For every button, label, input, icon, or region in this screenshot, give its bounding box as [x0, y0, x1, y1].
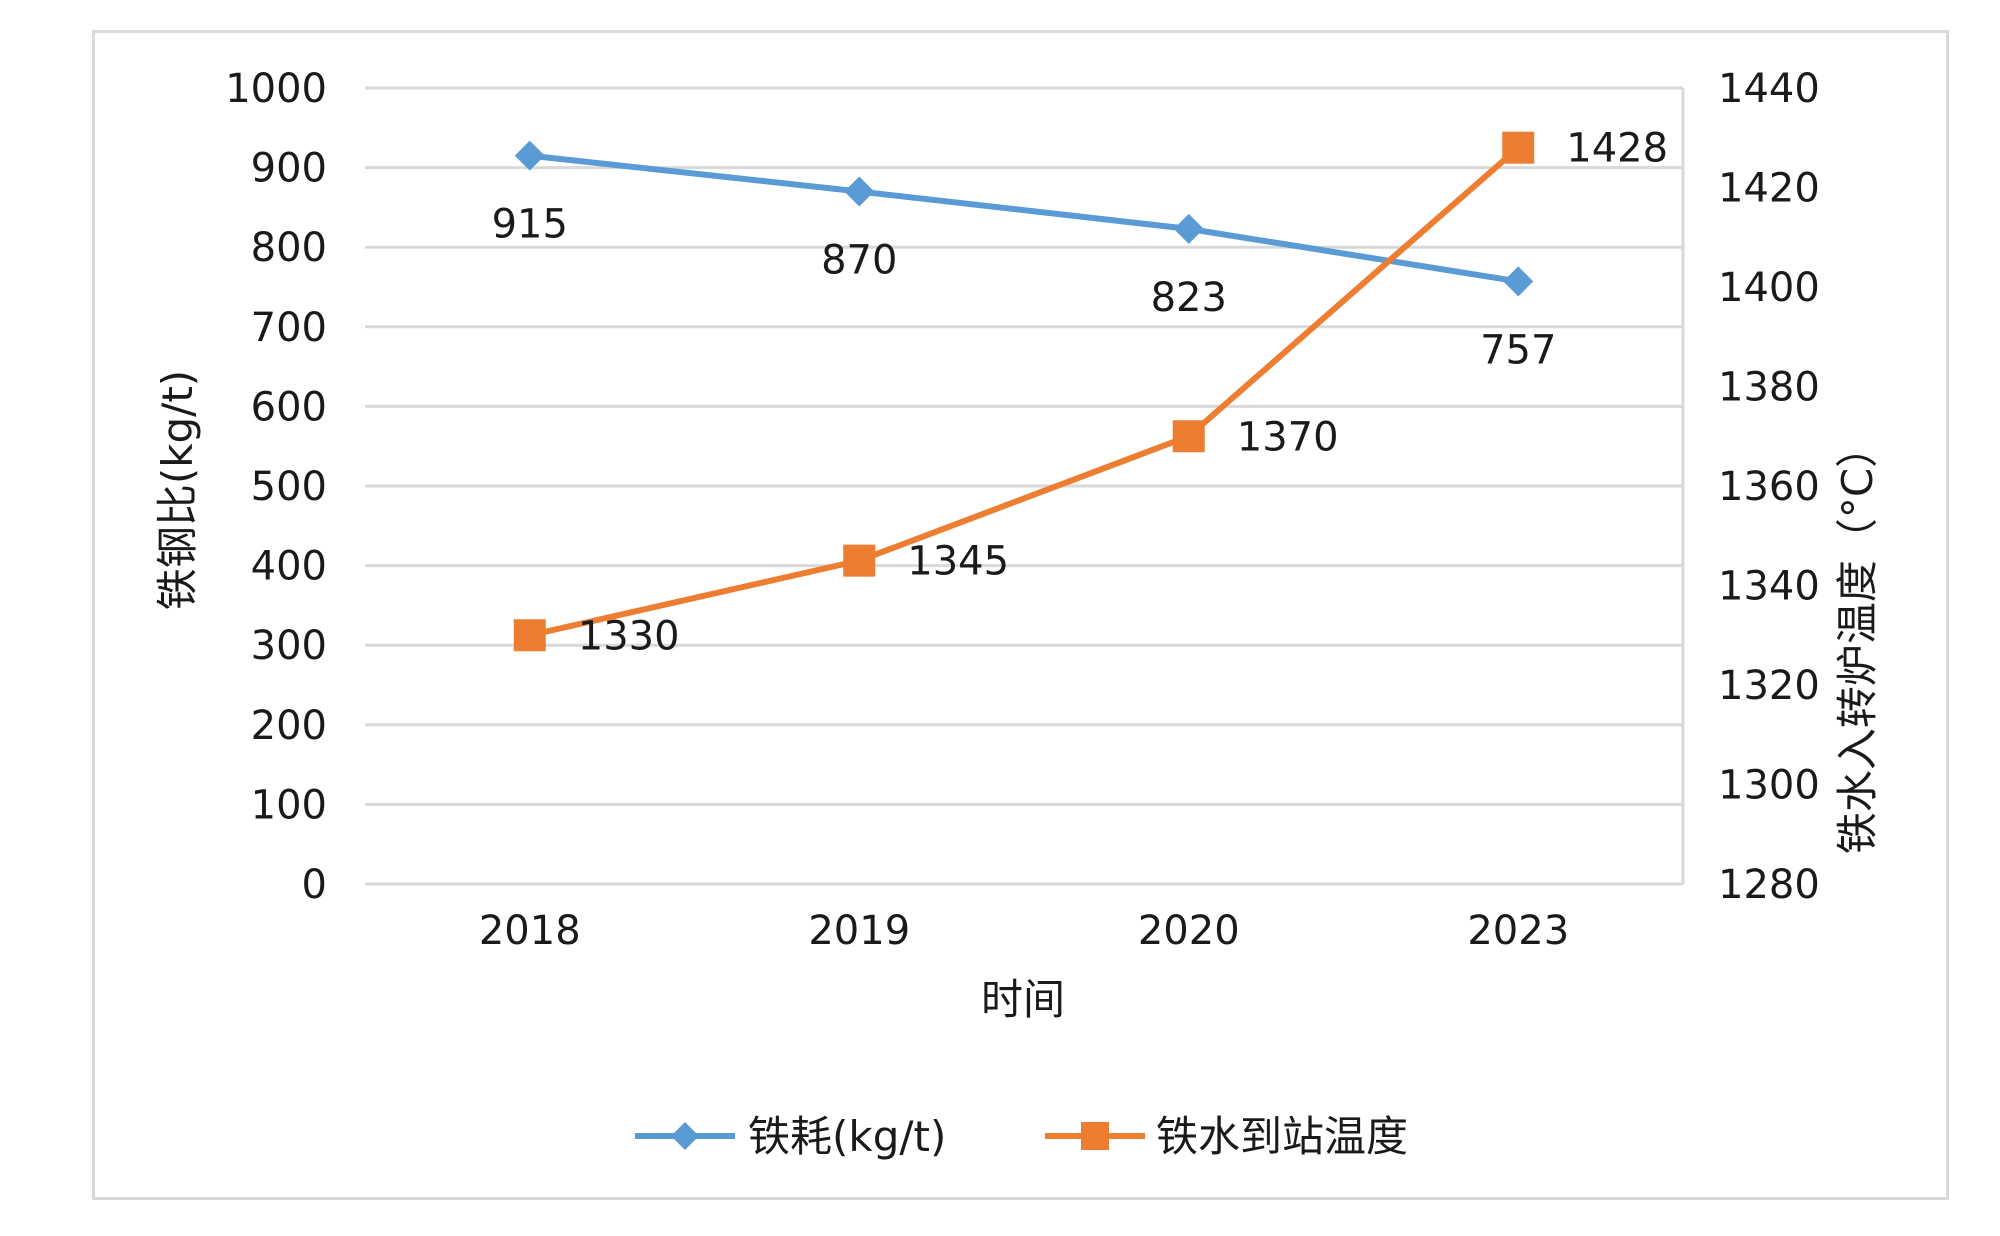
- left-tick-label: 300: [251, 623, 327, 669]
- right-tick-label: 1280: [1718, 862, 1820, 908]
- right-tick-label: 1360: [1718, 464, 1820, 510]
- series-2-point: [513, 619, 546, 652]
- left-tick-label: 700: [251, 305, 327, 351]
- legend-item-1: 铁耗(kg/t): [635, 1112, 946, 1161]
- left-tick-label: 400: [251, 544, 327, 590]
- x-tick-label: 2020: [1138, 908, 1240, 954]
- left-y-axis-title: 铁钢比(kg/t): [153, 370, 202, 610]
- legend-label: 铁耗(kg/t): [748, 1112, 946, 1161]
- right-tick-label: 1420: [1718, 166, 1820, 212]
- x-tick-label: 2019: [808, 908, 910, 954]
- left-y-axis-ticks: 0 100 200 300 400 500 600 700 800 900 1000: [225, 66, 327, 908]
- series-2-data-label: 1428: [1566, 126, 1668, 172]
- left-tick-label: 500: [251, 464, 327, 510]
- series-2-point: [1502, 131, 1535, 164]
- right-tick-label: 1300: [1718, 763, 1820, 809]
- series-1: 915 870 823 757: [492, 140, 1556, 373]
- series-1-line: [529, 152, 1519, 285]
- left-tick-label: 1000: [225, 66, 327, 112]
- series-1-point: [514, 140, 545, 171]
- series-2: 1330 1345 1370 1428: [513, 126, 1668, 659]
- series-1-data-label: 915: [492, 202, 568, 248]
- series-1-point: [1503, 266, 1534, 297]
- series-2-line: [529, 145, 1521, 639]
- left-tick-label: 100: [251, 782, 327, 828]
- series-2-data-label: 1330: [578, 613, 680, 659]
- series-1-data-label: 823: [1151, 275, 1227, 321]
- series-1-point: [844, 176, 875, 207]
- series-2-data-label: 1345: [907, 539, 1009, 585]
- legend-marker: [671, 1122, 699, 1150]
- gridlines: [365, 86, 1683, 806]
- x-tick-label: 2018: [479, 908, 581, 954]
- legend: 铁耗(kg/t) 铁水到站温度: [635, 1112, 1408, 1161]
- series-1-data-label: 870: [821, 237, 897, 283]
- legend-label: 铁水到站温度: [1156, 1112, 1408, 1161]
- series-1-data-label: 757: [1480, 327, 1556, 373]
- chart-frame: [92, 30, 1949, 1200]
- x-tick-label: 2023: [1467, 908, 1569, 954]
- left-tick-label: 0: [302, 862, 327, 908]
- x-axis-title: 时间: [981, 975, 1065, 1024]
- left-tick-label: 900: [251, 146, 327, 192]
- right-y-axis-title: 铁水入转炉温度（°C）: [1833, 426, 1882, 854]
- right-y-axis-ticks: 1280 1300 1320 1340 1360 1380 1400 1420 1440: [1718, 66, 1820, 908]
- series-layer: 915 870 823 757 1330 1345 1370 1428: [492, 126, 1668, 660]
- right-tick-label: 1440: [1718, 66, 1820, 112]
- right-tick-label: 1400: [1718, 265, 1820, 311]
- series-1-point: [1173, 213, 1204, 244]
- legend-marker: [1081, 1122, 1109, 1150]
- right-tick-label: 1340: [1718, 564, 1820, 610]
- legend-item-2: 铁水到站温度: [1045, 1112, 1408, 1161]
- series-2-point: [1172, 420, 1205, 453]
- left-tick-label: 800: [251, 225, 327, 271]
- x-axis-ticks: 2018 2019 2020 2023: [479, 908, 1569, 954]
- series-2-point: [843, 544, 876, 577]
- right-tick-label: 1320: [1718, 663, 1820, 709]
- left-tick-label: 600: [251, 384, 327, 430]
- left-tick-label: 200: [251, 703, 327, 749]
- series-2-data-label: 1370: [1237, 414, 1339, 460]
- right-tick-label: 1380: [1718, 365, 1820, 411]
